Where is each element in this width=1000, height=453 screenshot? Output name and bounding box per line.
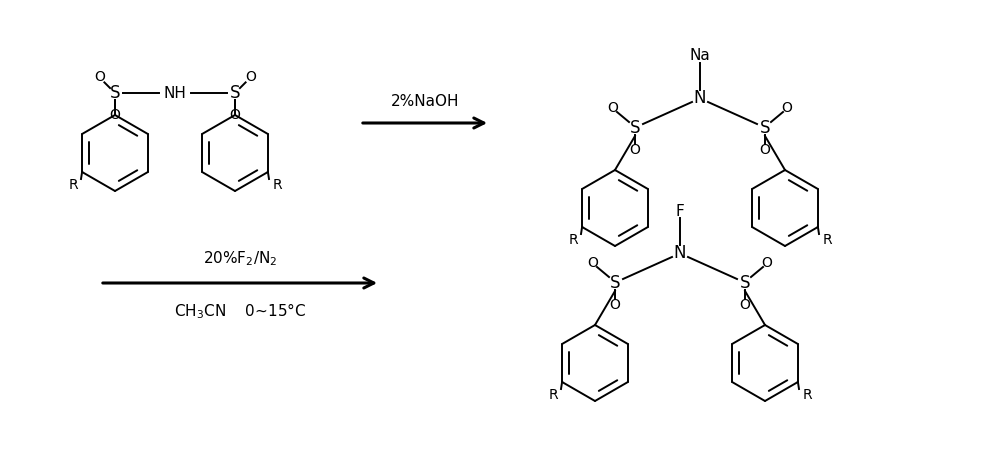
Text: O: O	[230, 108, 240, 122]
Text: O: O	[782, 101, 792, 115]
Text: Na: Na	[690, 48, 710, 63]
Text: O: O	[608, 101, 618, 115]
Text: R: R	[802, 388, 812, 402]
Text: O: O	[630, 143, 640, 157]
Text: N: N	[674, 244, 686, 262]
Text: R: R	[68, 178, 78, 192]
Text: O: O	[94, 71, 105, 84]
Text: S: S	[740, 274, 750, 292]
Text: O: O	[245, 71, 256, 84]
Text: O: O	[610, 298, 620, 312]
Text: 2%NaOH: 2%NaOH	[391, 93, 459, 109]
Text: S: S	[230, 84, 240, 102]
Text: R: R	[548, 388, 558, 402]
Text: O: O	[588, 256, 598, 270]
Text: CH$_3$CN    0~15°C: CH$_3$CN 0~15°C	[174, 301, 306, 321]
Text: O: O	[110, 108, 120, 122]
Text: R: R	[568, 233, 578, 247]
Text: R: R	[272, 178, 282, 192]
Text: N: N	[694, 89, 706, 107]
Text: R: R	[822, 233, 832, 247]
Text: S: S	[110, 84, 120, 102]
Text: S: S	[630, 119, 640, 137]
Text: O: O	[740, 298, 750, 312]
Text: S: S	[760, 119, 770, 137]
Text: 20%F$_2$/N$_2$: 20%F$_2$/N$_2$	[203, 250, 277, 268]
Text: O: O	[762, 256, 772, 270]
Text: NH: NH	[164, 86, 186, 101]
Text: O: O	[760, 143, 770, 157]
Text: F: F	[676, 203, 684, 218]
Text: S: S	[610, 274, 620, 292]
